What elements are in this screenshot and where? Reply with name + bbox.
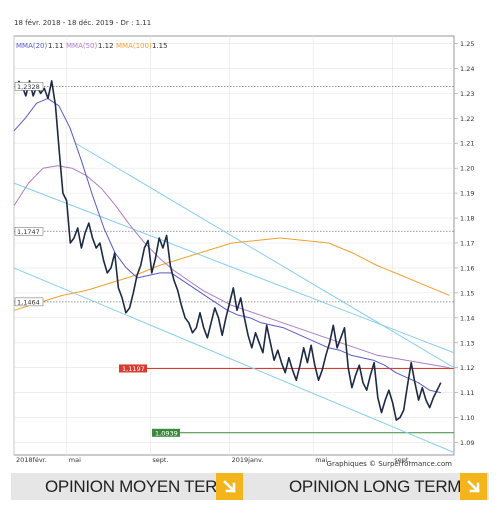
channel-line xyxy=(75,142,455,369)
legend-ma20-value: 1.11 xyxy=(48,42,64,50)
opinion-medium-term: OPINION MOYEN TERME xyxy=(45,473,242,500)
x-tick-label: sept. xyxy=(394,456,410,464)
y-tick-label: 1.17 xyxy=(460,240,474,248)
y-tick-label: 1.13 xyxy=(460,339,474,347)
y-tick-label: 1.11 xyxy=(460,389,474,397)
x-tick-label: sept. xyxy=(152,456,168,464)
y-tick-label: 1.19 xyxy=(460,190,474,198)
x-tick-label: mai xyxy=(69,456,81,464)
level-label: 1,1747 xyxy=(17,228,40,236)
legend: MMA(20) 1.11 MMA(50) 1.12 MMA(100) 1.15 xyxy=(16,42,168,50)
legend-ma50-value: 1.12 xyxy=(98,42,114,50)
level-label: 1,1197 xyxy=(122,365,145,373)
opinion-bar: OPINION MOYEN TERME OPINION LONG TERME xyxy=(11,473,489,500)
y-tick-label: 1.09 xyxy=(460,439,474,447)
chart-frame xyxy=(13,35,455,456)
y-tick-label: 1.21 xyxy=(460,140,474,148)
price-line xyxy=(17,80,442,421)
opinion-long-term-label: OPINION LONG TERME xyxy=(289,476,473,496)
x-tick-label: 2018févr. xyxy=(16,456,47,464)
opinion-long-term: OPINION LONG TERME xyxy=(289,473,473,500)
arrow-down-right-icon xyxy=(466,479,480,493)
level-label-box xyxy=(14,297,44,307)
opinion-medium-term-label: OPINION MOYEN TERME xyxy=(45,476,243,496)
y-tick-label: 1.10 xyxy=(460,414,474,422)
credit-text: Graphiques © Surperformance.com xyxy=(327,460,453,468)
legend-ma100-value: 1.15 xyxy=(152,42,168,50)
arrow-down-right-icon xyxy=(222,479,236,493)
y-tick-label: 1.20 xyxy=(460,165,474,173)
price-chart: 1.25 1.24 1.23 1.22 1.21 1.20 1.19 1.18 1.17 1.16… xyxy=(13,19,474,468)
legend-ma20-label: MMA(20) xyxy=(16,42,48,50)
legend-ma50-label: MMA(50) xyxy=(66,42,98,50)
y-tick-label: 1.22 xyxy=(460,115,474,123)
level-label-box xyxy=(14,227,44,236)
y-tick-label: 1.15 xyxy=(460,289,474,297)
y-tick-label: 1.12 xyxy=(460,364,474,372)
legend-ma100-label: MMA(100) xyxy=(116,42,152,50)
level-label-box xyxy=(119,364,147,373)
level-label-box xyxy=(152,428,180,437)
y-tick-label: 1.18 xyxy=(460,215,474,223)
long-term-arrow-button[interactable] xyxy=(460,473,487,500)
x-tick-label: mai xyxy=(315,456,327,464)
y-tick-label: 1.14 xyxy=(460,314,474,322)
y-tick-label: 1.16 xyxy=(460,264,474,272)
level-label: 1,0939 xyxy=(155,429,178,437)
medium-term-arrow-button[interactable] xyxy=(216,473,243,500)
level-label: 1,1464 xyxy=(17,298,40,306)
level-label-box xyxy=(14,82,44,91)
y-tick-label: 1.25 xyxy=(460,40,474,48)
y-tick-label: 1.24 xyxy=(460,65,474,73)
channel-line xyxy=(13,267,455,453)
ma100-line xyxy=(13,237,450,311)
x-tick-label: 2019janv. xyxy=(232,456,264,464)
y-tick-label: 1.23 xyxy=(460,90,474,98)
level-label: 1,2328 xyxy=(17,83,40,91)
date-range-text: 18 févr. 2018 - 18 déc. 2019 - Dr : 1.11 xyxy=(14,19,151,27)
